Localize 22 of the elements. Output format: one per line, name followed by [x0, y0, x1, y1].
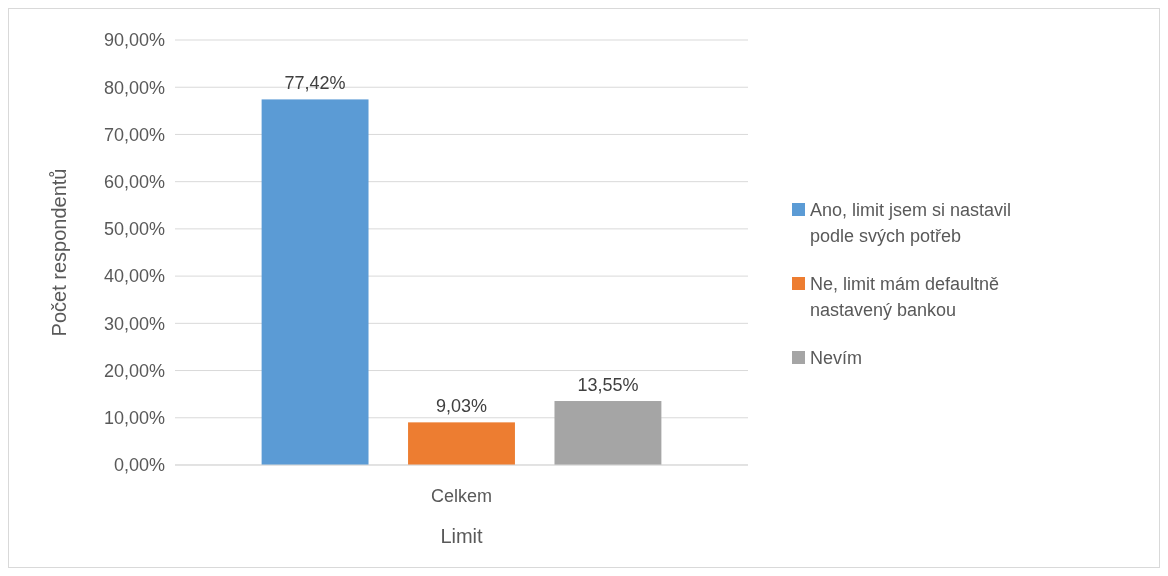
y-tick-label: 70,00%: [103, 124, 165, 145]
y-tick-label: 20,00%: [103, 360, 165, 381]
y-tick-label: 90,00%: [103, 30, 165, 51]
y-tick-label: 40,00%: [103, 266, 165, 287]
legend-label: Ne, limit mám defaultně nastavený bankou: [810, 274, 1000, 321]
x-tick-label: Celkem: [430, 486, 493, 506]
data-label: 77,42%: [284, 73, 346, 94]
legend-label: Nevím: [810, 348, 863, 369]
x-axis-title: Limit: [440, 525, 484, 547]
y-tick-label: 50,00%: [103, 219, 165, 240]
bar: [261, 99, 369, 465]
bar: [408, 422, 515, 465]
y-tick-label: 60,00%: [103, 171, 165, 192]
y-tick-label: 10,00%: [103, 408, 165, 429]
y-tick-label: 80,00%: [103, 77, 165, 98]
y-tick-label: 30,00%: [103, 313, 165, 334]
y-axis-title: Počet respondentů: [48, 168, 70, 337]
bar: [554, 401, 662, 465]
data-label: 9,03%: [435, 396, 488, 417]
legend-label: Ano, limit jsem si nastavil podle svých potřeb: [810, 200, 1012, 247]
y-tick-label: 0,00%: [113, 455, 165, 476]
data-label: 13,55%: [577, 375, 639, 396]
